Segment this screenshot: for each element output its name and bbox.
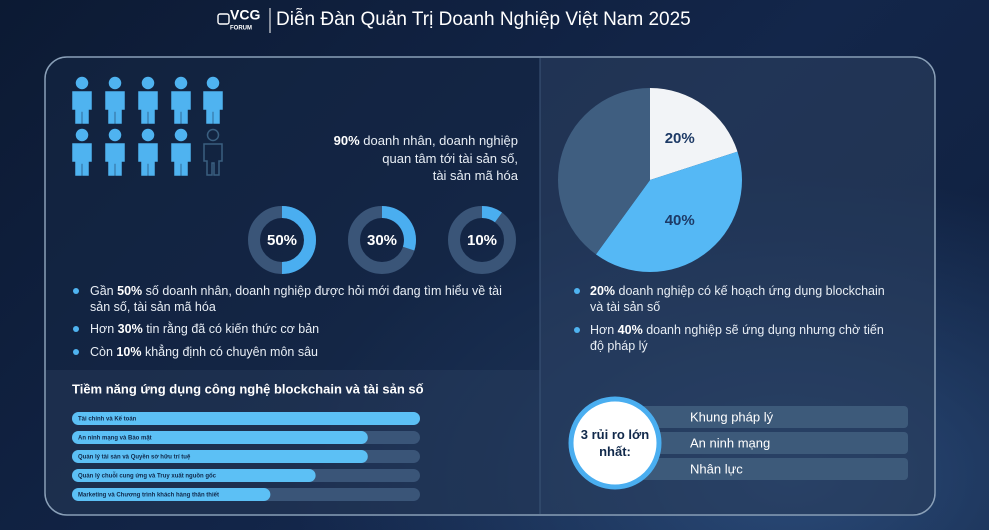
bullet-prefix: Hơn [590,323,615,337]
logo-sub: FORUM [230,26,252,32]
person-body [203,143,223,176]
person-icon [138,128,158,176]
bar-label: Quản lý chuỗi cung ứng và Truy xuất nguồ… [78,473,217,480]
person-body [138,91,158,124]
bar-label: Tài chính và Kế toán [78,416,137,423]
bullet-dot [73,326,79,332]
bar-label: An ninh mạng và Bảo mật [78,436,152,442]
person-body [72,143,92,176]
person-head [108,76,122,90]
person-body [105,143,125,176]
bullet-dot [574,288,580,294]
bullet-dot [73,288,79,294]
bar-label: Marketing và Chương trình khách hàng thâ… [78,492,219,499]
person-head [206,128,220,142]
person-head [75,128,89,142]
logo-icon [217,13,230,25]
bullet-dot [574,327,580,333]
person-icon [138,76,158,124]
bullet-body: doanh nghiệp có kế hoạch ứng dụng blockc… [590,284,885,314]
bullet-prefix: Gần [90,284,114,298]
donut-arc [481,206,502,223]
person-icon [203,76,223,124]
risk-title: 3 rủi ro lớn nhất: [580,427,650,459]
donut-label: 10% [467,232,497,249]
risk-item: An ninh mạng [690,435,770,450]
pie-label: 20% [665,130,695,147]
person-head [75,76,89,90]
bullet-bold: 10% [116,345,142,359]
bullet-text: Gần 50% số doanh nhân, doanh nghiệp được… [90,283,510,315]
person-body [171,143,191,176]
bar [72,412,420,425]
person-head [141,76,155,90]
person-icon [72,76,92,124]
person-icon [171,128,191,176]
bar [72,469,316,482]
person-head [206,76,220,90]
risk-item: Nhân lực [690,461,743,476]
pie-slice [558,88,650,255]
pie-slice [650,88,738,180]
bullet-body: khẳng định có chuyên môn sâu [144,345,318,359]
stat-text: doanh nhân, doanh nghiệp [363,133,518,148]
bullet-body: số doanh nhân, doanh nghiệp được hỏi mới… [90,284,502,314]
bar-label: Quản lý tài sản và Quyền sở hữu trí tuệ [78,455,191,461]
person-body [72,91,92,124]
person-icon [171,76,191,124]
person-head [141,128,155,142]
pictogram-text: 90% doanh nhân, doanh nghiệp quan tâm tới… [290,132,518,185]
bullet-bold: 40% [617,323,643,337]
bullet-bold: 30% [117,322,143,336]
person-head [108,128,122,142]
bullet-body: tin rằng đã có kiến thức cơ bản [146,322,320,336]
donut-label: 50% [267,232,297,249]
bullet-text: Còn 10% khẳng định có chuyên môn sâu [90,344,510,360]
bullet-text: Hơn 30% tin rằng đã có kiến thức cơ bản [90,321,510,337]
risk-item: Khung pháp lý [690,409,774,424]
person-icon [105,128,125,176]
bullet-text: Hơn 40% doanh nghiệp sẽ ứng dụng nhưng c… [590,322,890,354]
bullet-prefix: Hơn [90,322,115,336]
bullet-prefix: Còn [90,345,113,359]
person-icon [203,128,223,176]
person-body [203,91,223,124]
risk-row [640,458,908,480]
person-icon [72,128,92,176]
risk-row [640,406,908,428]
person-head [174,128,188,142]
page-title: Diễn Đàn Quản Trị Doanh Nghiệp Việt Nam … [276,8,691,30]
bar [72,431,368,444]
logo: VCG [230,7,260,23]
risk-row [640,432,908,454]
bar [72,488,271,501]
pie-label: 40% [665,212,695,229]
person-head [174,76,188,90]
bar [72,450,368,463]
donut-label: 30% [367,232,397,249]
bullet-text: 20% doanh nghiệp có kế hoạch ứng dụng bl… [590,283,890,315]
stat-text: tài sản mã hóa [432,168,518,183]
person-body [171,91,191,124]
risk-circle [568,396,662,490]
bullet-dot [73,349,79,355]
bullet-bold: 20% [590,284,616,298]
person-icon [105,76,125,124]
donut-arc [281,206,316,274]
person-body [105,91,125,124]
stat-text: quan tâm tới tài sản số, [382,150,518,166]
bullet-body: doanh nghiệp sẽ ứng dụng nhưng chờ tiến … [590,323,884,353]
stat-value: 90% [333,133,360,148]
donut-arc [381,206,416,251]
bullet-bold: 50% [117,284,143,298]
person-body [138,143,158,176]
pie-slice [595,151,742,273]
bar-title: Tiềm năng ứng dụng công nghệ blockchain … [72,381,424,396]
